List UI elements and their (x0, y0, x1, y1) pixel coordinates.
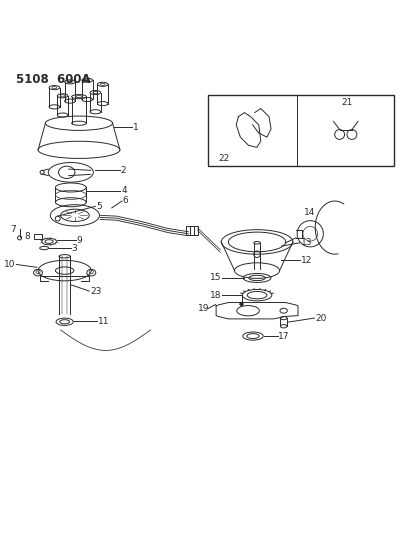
Text: 19: 19 (197, 304, 209, 313)
Bar (34, 234, 42, 239)
Text: 20: 20 (314, 313, 326, 322)
Text: 7: 7 (10, 225, 16, 234)
Text: 4: 4 (121, 186, 126, 195)
Text: 22: 22 (218, 155, 229, 163)
Bar (207, 94, 393, 166)
Bar (186, 227, 197, 235)
Text: 14: 14 (304, 208, 315, 217)
Text: 17: 17 (278, 332, 289, 341)
Text: 10: 10 (4, 260, 16, 269)
Text: 21: 21 (341, 98, 352, 107)
Text: 8: 8 (24, 232, 30, 241)
Text: 5: 5 (96, 202, 102, 211)
Text: 1: 1 (133, 123, 139, 132)
Text: 11: 11 (98, 317, 109, 326)
Text: 23: 23 (90, 287, 101, 296)
Text: 9: 9 (76, 236, 82, 245)
Text: 2: 2 (121, 166, 126, 175)
Text: 15: 15 (209, 273, 221, 282)
Text: 3: 3 (71, 244, 77, 253)
Circle shape (239, 303, 242, 306)
Text: 13: 13 (300, 238, 311, 247)
Text: 6: 6 (123, 196, 128, 205)
Text: 12: 12 (300, 256, 311, 265)
Text: 5108  600A: 5108 600A (16, 74, 90, 86)
Text: 18: 18 (209, 290, 221, 300)
